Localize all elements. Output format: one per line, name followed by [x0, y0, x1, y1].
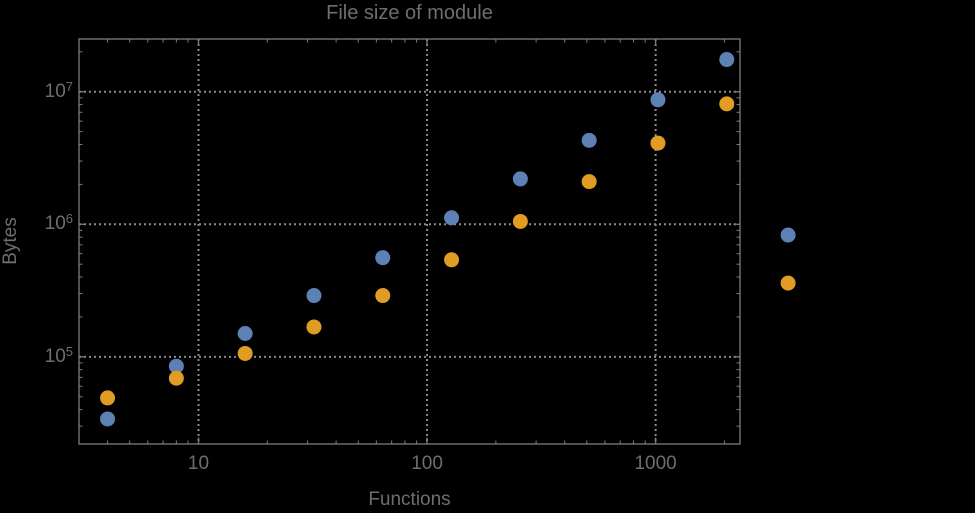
data-point-blue: [100, 411, 116, 427]
data-point-orange: [512, 213, 528, 229]
y-tick-label-1e6: 106: [0, 211, 73, 237]
y-tick-exponent: 6: [65, 211, 73, 227]
x-axis-label: Functions: [368, 489, 451, 510]
data-point-orange: [650, 135, 666, 151]
data-point-blue: [168, 358, 184, 374]
data-point-blue: [444, 210, 460, 226]
data-point-orange: [168, 370, 184, 386]
data-point-orange: [375, 288, 391, 304]
data-point-blue: [581, 132, 597, 148]
y-tick-label-1e5: 105: [0, 344, 73, 370]
chart-title: File size of module: [326, 2, 493, 24]
plot-frame: [78, 38, 741, 445]
data-point-orange: [306, 319, 322, 335]
data-point-blue: [719, 52, 735, 68]
data-point-blue: [306, 288, 322, 304]
data-point-blue: [375, 250, 391, 266]
y-tick-exponent: 7: [65, 78, 73, 94]
y-tick-base: 10: [44, 213, 66, 235]
y-tick-base: 10: [44, 345, 66, 367]
x-tick-label-10: 10: [187, 453, 210, 474]
data-point-orange: [444, 252, 460, 268]
data-point-blue: [780, 227, 796, 243]
data-point-orange: [780, 275, 796, 291]
data-point-blue: [650, 92, 666, 108]
y-tick-base: 10: [44, 80, 66, 102]
data-point-orange: [237, 345, 253, 361]
data-point-blue: [237, 325, 253, 341]
data-point-blue: [512, 171, 528, 187]
data-point-orange: [100, 390, 116, 406]
y-tick-label-1e7: 107: [0, 79, 73, 105]
x-tick-label-1000: 1000: [634, 453, 677, 474]
y-tick-exponent: 5: [65, 343, 73, 359]
x-tick-label-100: 100: [411, 453, 443, 474]
data-point-orange: [581, 174, 597, 190]
data-point-orange: [719, 96, 735, 112]
